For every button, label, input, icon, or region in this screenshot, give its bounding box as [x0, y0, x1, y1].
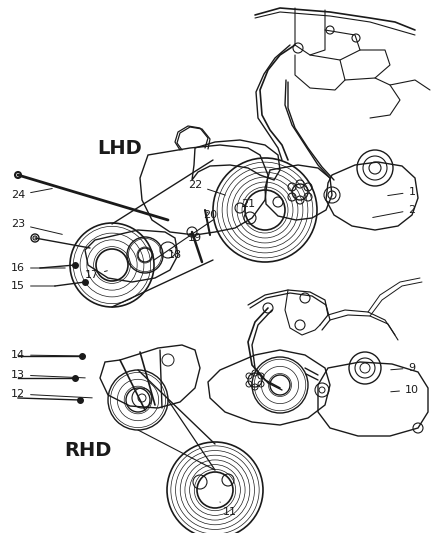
- Text: 9: 9: [391, 363, 416, 373]
- Text: 15: 15: [11, 281, 55, 291]
- Text: 19: 19: [188, 233, 202, 243]
- Text: 13: 13: [11, 370, 85, 380]
- Text: 10: 10: [391, 385, 419, 395]
- Text: 14: 14: [11, 350, 85, 360]
- Text: 24: 24: [11, 189, 52, 200]
- Text: 12: 12: [11, 389, 92, 399]
- Text: 16: 16: [11, 263, 65, 273]
- Text: 18: 18: [168, 250, 182, 260]
- Text: 1: 1: [388, 187, 416, 197]
- Text: RHD: RHD: [64, 440, 112, 459]
- Text: LHD: LHD: [98, 139, 142, 157]
- Text: 23: 23: [11, 219, 62, 235]
- Text: 17: 17: [85, 270, 107, 280]
- Text: 22: 22: [188, 180, 226, 195]
- Text: 11: 11: [220, 502, 237, 517]
- Text: 21: 21: [241, 199, 255, 209]
- Text: 2: 2: [373, 205, 416, 217]
- Text: 20: 20: [203, 210, 217, 220]
